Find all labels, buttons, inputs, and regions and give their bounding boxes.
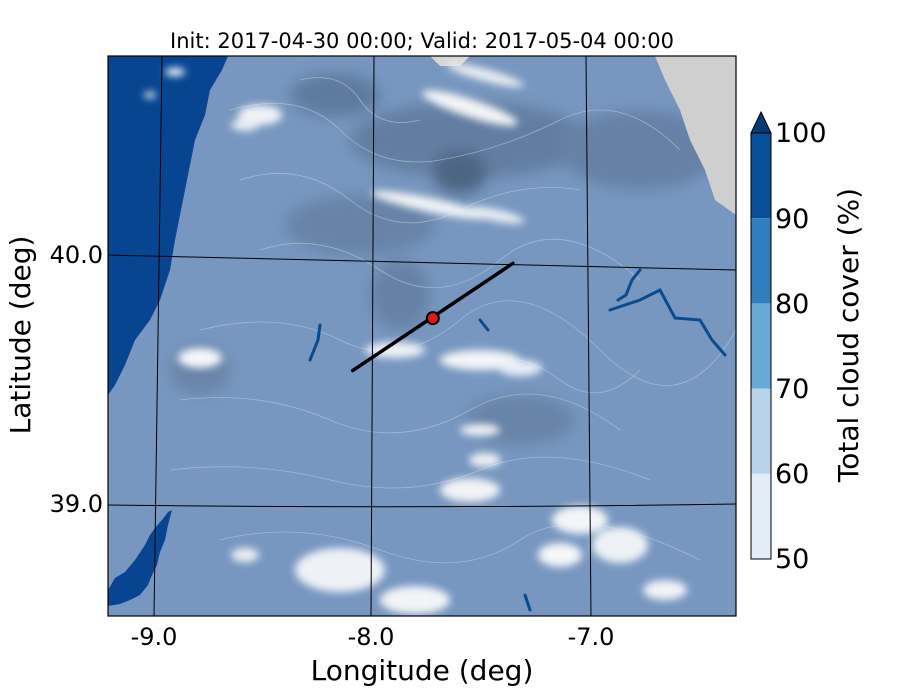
- y-tick-label: 39.0: [50, 490, 103, 518]
- x-tick-label: -7.0: [568, 623, 615, 651]
- graticule-lat-40: [108, 254, 736, 271]
- x-tick-labels: -9.0 -8.0 -7.0: [131, 623, 615, 651]
- ocean-region: [108, 56, 228, 395]
- colorbar-extend-arrow: [750, 110, 772, 134]
- colorbar-tick-label: 90: [775, 204, 809, 235]
- colorbar-frame: [750, 132, 772, 560]
- y-tick-labels: 40.0 39.0: [50, 241, 103, 518]
- low-cloud-patches: [144, 63, 687, 614]
- plot-area: [108, 56, 736, 616]
- chart-title: Init: 2017-04-30 00:00; Valid: 2017-05-0…: [170, 29, 674, 53]
- graticule-lat-39: [108, 503, 736, 508]
- x-tick-label: -8.0: [348, 623, 395, 651]
- colorbar-tick-label: 60: [775, 459, 809, 490]
- contour-lines: [169, 77, 736, 564]
- colorbar-bin: [751, 218, 771, 304]
- x-axis-label: Longitude (deg): [311, 654, 534, 687]
- colorbar-tick-label: 50: [775, 544, 809, 575]
- high-cloud-streaks: [308, 268, 727, 612]
- colorbar-bin: [751, 473, 771, 559]
- y-axis-label: Latitude (deg): [4, 236, 37, 435]
- colorbar-bin: [751, 388, 771, 474]
- colorbar-tick-label: 70: [775, 374, 809, 405]
- colorbar-tick-labels: 50 60 70 80 90 100: [775, 118, 827, 575]
- transect-center-marker: [425, 311, 440, 326]
- graticule-lon-minus8: [370, 56, 375, 616]
- y-tick-label: 40.0: [50, 241, 103, 269]
- terrain-shading: [170, 73, 720, 445]
- graticule: [108, 56, 736, 616]
- colorbar-tick-label: 100: [775, 118, 827, 149]
- colorbar: 50 60 70 80 90 100 Total cloud cover (%): [750, 110, 865, 575]
- colorbar-bin: [751, 303, 771, 389]
- graticule-lon-minus7: [585, 56, 592, 616]
- graticule-lon-minus9: [153, 56, 163, 616]
- estuary-region: [108, 510, 172, 606]
- colorbar-label: Total cloud cover (%): [832, 188, 865, 483]
- x-tick-label: -9.0: [131, 623, 178, 651]
- colorbar-bin: [751, 133, 771, 219]
- plot-frame: [107, 55, 737, 617]
- masked-region: [430, 56, 736, 215]
- colorbar-bins: [751, 133, 771, 559]
- colorbar-tick-label: 80: [775, 289, 809, 320]
